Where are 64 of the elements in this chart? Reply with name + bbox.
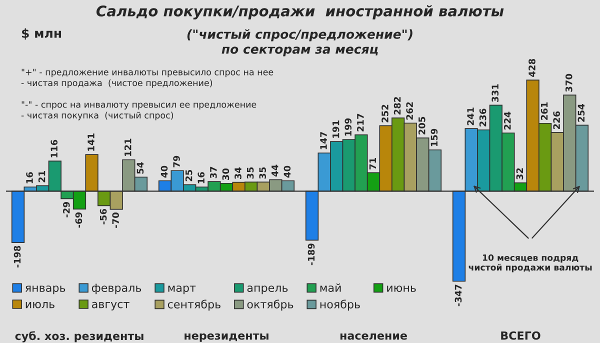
- data-label: 199: [344, 118, 352, 136]
- data-label: 32: [516, 168, 524, 180]
- data-label: 71: [369, 158, 376, 170]
- data-label: 40: [284, 166, 291, 178]
- data-label: 236: [479, 108, 486, 126]
- legend-label: август: [92, 302, 130, 310]
- data-label: 40: [160, 166, 168, 178]
- legend-label: май: [320, 283, 341, 292]
- legend-label: июнь: [387, 286, 416, 292]
- legend-label: март: [168, 286, 196, 294]
- data-label: 21: [38, 170, 46, 182]
- data-label: 79: [173, 156, 180, 168]
- data-label: 16: [198, 172, 205, 184]
- data-label: 331: [492, 84, 499, 102]
- x-tick-label: ВСЕГО: [501, 331, 540, 340]
- data-label: 252: [382, 104, 388, 122]
- data-label: 35: [246, 167, 254, 179]
- data-label: 16: [26, 172, 33, 184]
- legend-label: февраль: [92, 284, 142, 294]
- legend-label: июль: [26, 302, 54, 308]
- data-label: -29: [62, 202, 70, 218]
- data-label: 35: [259, 167, 266, 179]
- data-label: 25: [185, 170, 192, 182]
- data-label: 217: [356, 114, 364, 132]
- x-tick-label: население: [340, 333, 407, 340]
- text: $ млн: [22, 28, 62, 40]
- data-label: 116: [50, 140, 58, 158]
- legend-label: октябрь: [247, 300, 294, 311]
- data-label: 226: [553, 111, 560, 129]
- annotation: 10 месяцев подряд чистой продажи валюты: [468, 254, 592, 272]
- data-label: 262: [406, 102, 414, 120]
- data-label: -189: [308, 244, 315, 266]
- data-label: -70: [112, 212, 120, 228]
- chart-subtitle: ("чистый спрос/предложение") по секторам за месяц: [187, 29, 412, 56]
- data-label: 254: [578, 104, 585, 122]
- data-label: 34: [234, 167, 242, 179]
- data-label: -56: [100, 208, 107, 224]
- data-label: 159: [430, 128, 438, 146]
- data-label: 37: [210, 166, 217, 178]
- data-label: 191: [332, 120, 340, 138]
- x-tick-label: нерезиденты: [184, 333, 268, 342]
- data-label: 261: [540, 102, 548, 120]
- data-label: 428: [528, 58, 536, 77]
- data-label: 147: [320, 132, 327, 150]
- text: "+" - предложение инвалюты превысило спрос на нее - чистая продажа (чистое предложение) "-" - спрос на инвалюту превысил ее предложение - чистая покупка (чистый спрос): [21, 68, 274, 120]
- data-label: 54: [136, 162, 144, 174]
- data-label: 224: [504, 112, 511, 130]
- data-label: 141: [88, 134, 94, 151]
- data-label: -198: [14, 246, 21, 268]
- data-label: 241: [467, 108, 474, 126]
- x-tick-label: суб. хоз. резиденты: [15, 331, 144, 342]
- legend-label: сентябрь: [168, 300, 220, 311]
- data-label: -69: [75, 212, 82, 228]
- data-label: 30: [222, 168, 230, 180]
- legend-label: ноябрь: [320, 300, 360, 311]
- legend-label: январь: [26, 286, 66, 294]
- data-label: -347: [454, 284, 462, 306]
- data-label: 282: [394, 97, 401, 114]
- data-label: 121: [124, 138, 132, 156]
- data-label: 205: [418, 116, 426, 134]
- data-label: 370: [565, 74, 572, 92]
- data-label: 44: [272, 164, 278, 177]
- chart-title: Сальдо покупки/продажи иностранной валюты: [96, 5, 504, 20]
- legend-label: апрель: [247, 286, 288, 294]
